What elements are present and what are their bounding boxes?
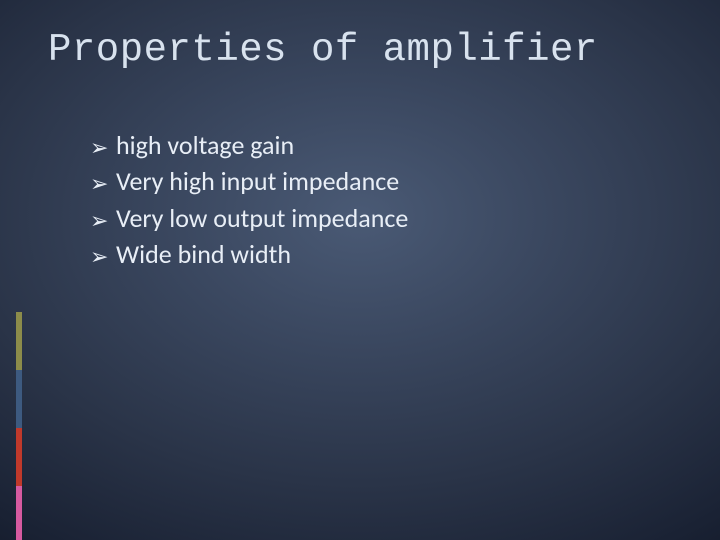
list-item: ➢ Very low output impedance [90,201,660,235]
bullet-marker-icon: ➢ [90,169,116,198]
bullet-text: high voltage gain [116,128,660,162]
accent-segment [16,486,22,540]
bullet-text: Wide bind width [116,237,660,271]
accent-bar [16,0,26,540]
accent-segment [16,370,22,428]
list-item: ➢ high voltage gain [90,128,660,162]
accent-segment [16,312,22,370]
list-item: ➢ Very high input impedance [90,164,660,198]
list-item: ➢ Wide bind width [90,237,660,271]
bullet-text: Very high input impedance [116,164,660,198]
slide-title: Properties of amplifier [48,28,598,72]
bullet-list: ➢ high voltage gain ➢ Very high input im… [90,128,660,273]
bullet-text: Very low output impedance [116,201,660,235]
slide-background: Properties of amplifier ➢ high voltage g… [0,0,720,540]
bullet-marker-icon: ➢ [90,206,116,235]
bullet-marker-icon: ➢ [90,133,116,162]
bullet-marker-icon: ➢ [90,242,116,271]
accent-segment [16,428,22,486]
